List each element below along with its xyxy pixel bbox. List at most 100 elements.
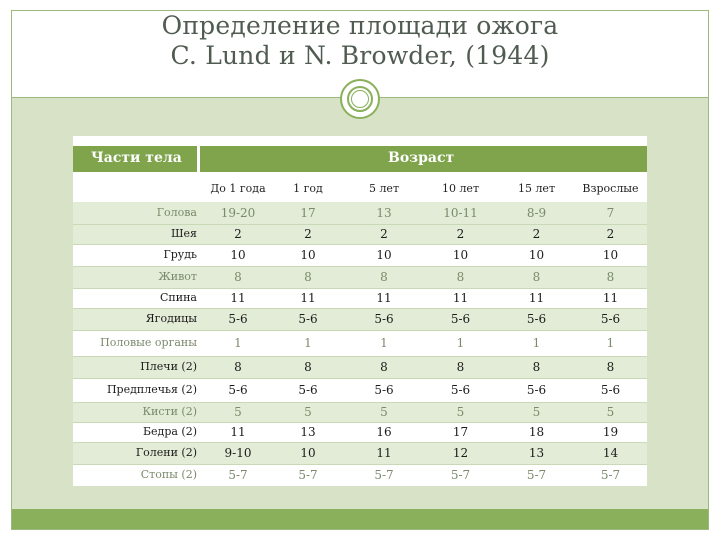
table-row [73,442,647,464]
circle-ornament-icon [340,79,380,119]
value-cell: 1 [304,336,312,350]
table-row [73,308,647,330]
value-cell: 7 [606,206,615,220]
header-age-label: Возраст [388,150,455,166]
header-body-parts: Части тела [73,146,197,172]
footer-band [12,509,708,529]
slide-subtitle: C. Lund и N. Browder, (1944) [170,41,550,70]
age-column-header: 10 лет [441,182,480,195]
value-cell: 5-6 [526,383,547,397]
table-row [73,422,647,442]
circle-ornament-inner [347,86,373,112]
value-cell: 12 [452,446,469,460]
value-cell: 11 [300,291,316,305]
value-cell: 9-10 [224,446,252,460]
value-cell: 1 [234,336,242,350]
body-part-label: Кисти (2) [142,405,197,418]
value-cell: 5-6 [228,312,248,326]
value-cell: 10 [376,248,392,262]
body-part-label: Голова [156,206,197,219]
value-cell: 10 [300,446,316,460]
value-cell: 8 [234,270,242,284]
value-cell: 5-6 [600,383,621,397]
table-row [73,224,647,244]
body-part-label: Предплечья (2) [106,383,197,396]
value-cell: 8 [456,360,465,374]
value-cell: 8-9 [526,206,547,220]
value-cell: 5 [304,405,312,419]
value-cell: 10 [300,248,316,262]
table-row [73,288,647,308]
body-part-label: Живот [158,270,197,283]
value-cell: 8 [532,360,541,374]
value-cell: 8 [532,270,541,284]
table-row [73,378,647,402]
burn-area-table: Части тела Возраст До 1 года 1 год 5 лет 10 л… [73,136,647,486]
value-cell: 8 [304,360,312,374]
value-cell: 17 [452,425,469,439]
value-cell: 5 [234,405,242,419]
value-cell: 8 [606,360,615,374]
value-cell: 8 [456,270,465,284]
value-cell: 1 [456,336,465,350]
header-age: Возраст [200,146,647,172]
table-row [73,244,647,266]
body-part-label: Стопы (2) [140,468,197,481]
value-cell: 8 [606,270,615,284]
value-cell: 5-7 [228,468,248,482]
value-cell: 17 [300,206,316,220]
slide-title: Определение площади ожога [161,11,559,40]
value-cell: 10 [528,248,545,262]
value-cell: 5-6 [600,312,621,326]
value-cell: 11 [602,291,619,305]
age-column-header: До 1 года [210,182,266,195]
value-cell: 8 [380,270,388,284]
value-cell: 2 [606,227,615,241]
table-row [73,402,647,422]
value-cell: 10 [230,248,246,262]
body-part-label: Бедра (2) [142,425,197,438]
body-part-label: Голени (2) [135,446,197,459]
value-cell: 18 [528,425,545,439]
value-cell: 10 [602,248,619,262]
value-cell: 13 [528,446,545,460]
value-cell: 5 [380,405,388,419]
value-cell: 11 [452,291,469,305]
table-row [73,356,647,378]
value-cell: 5-6 [298,383,318,397]
value-cell: 8 [304,270,312,284]
value-cell: 2 [380,227,388,241]
body-part-label: Ягодицы [145,312,197,325]
value-cell: 11 [528,291,545,305]
body-part-label: Половые органы [100,336,197,349]
value-cell: 11 [230,425,246,439]
value-cell: 2 [234,227,242,241]
value-cell: 13 [300,425,316,439]
table-row [73,330,647,356]
age-column-header: 5 лет [368,182,400,195]
value-cell: 5-6 [374,383,394,397]
value-cell: 11 [230,291,246,305]
age-column-header: Взрослые [582,182,639,195]
value-cell: 19-20 [220,206,256,220]
body-part-label: Спина [160,291,197,304]
body-part-label: Шея [170,227,197,240]
age-column-header: 1 год [293,182,323,195]
table-row [73,464,647,486]
value-cell: 10-11 [443,206,478,220]
value-cell: 5 [456,405,465,419]
value-cell: 13 [376,206,392,220]
value-cell: 5 [532,405,541,419]
value-cell: 1 [532,336,541,350]
body-part-label: Плечи (2) [140,360,197,373]
value-cell: 5-6 [450,312,471,326]
value-cell: 5-6 [374,312,394,326]
table-row [73,266,647,288]
value-cell: 16 [376,425,392,439]
value-cell: 10 [452,248,469,262]
value-cell: 2 [456,227,465,241]
value-cell: 2 [304,227,312,241]
value-cell: 8 [380,360,388,374]
value-cell: 5-7 [298,468,318,482]
value-cell: 2 [532,227,541,241]
